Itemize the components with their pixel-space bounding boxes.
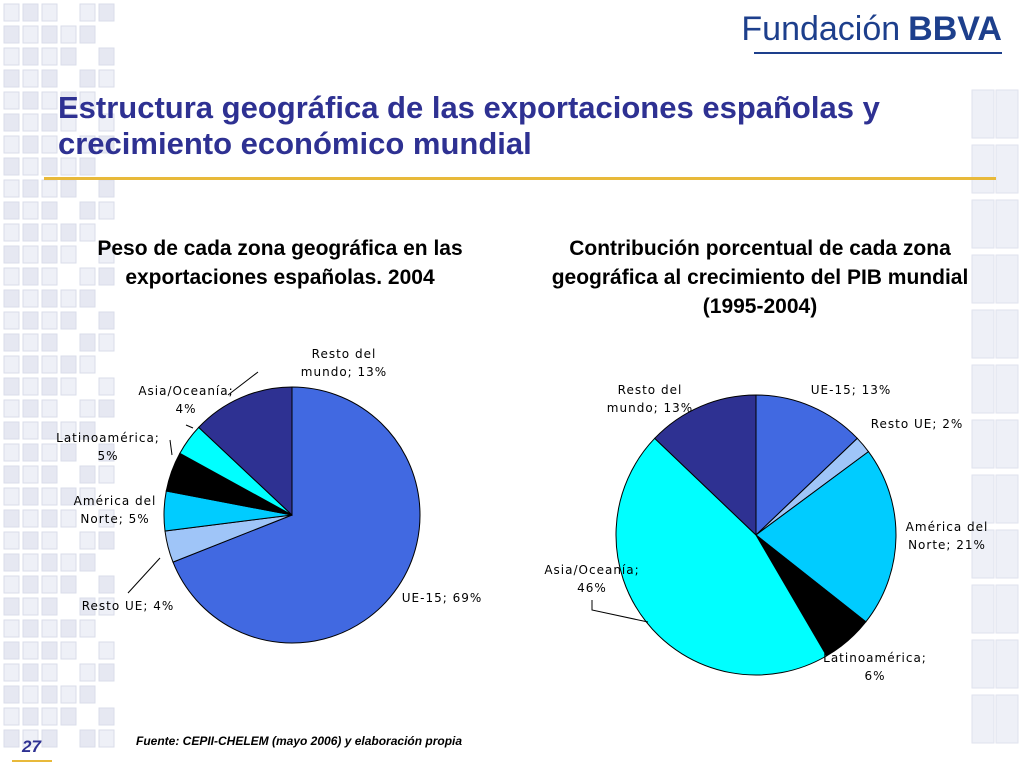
pie-chart-2: UE-15; 13% Resto UE; 2% América del Norte; … (544, 383, 989, 683)
pie-chart-1: UE-15; 69% Resto UE; 4% América del Norte; … (56, 347, 483, 644)
pie-slice (755, 394, 858, 537)
chart2-title: Contribución porcentual de cada zona geo… (551, 237, 969, 318)
slice-label: Asia/Oceanía; 4% (138, 384, 233, 416)
slice-label: Asia/Oceanía; 46% (544, 563, 639, 595)
brand-logo: Fundación BBVA (741, 10, 1002, 49)
slice-label: Resto del mundo; 13% (301, 347, 387, 379)
page-number-underline (12, 760, 52, 762)
logo-underline (754, 52, 1002, 54)
slice-label: Resto UE; 2% (871, 417, 964, 431)
brand-mark: BBVA (908, 10, 1002, 48)
pie-slice (197, 386, 293, 517)
leader-line (185, 424, 194, 429)
leader-line (127, 557, 161, 594)
pie-slice (755, 450, 897, 623)
source-note: Fuente: CEPII-CHELEM (mayo 2006) y elabo… (136, 734, 463, 748)
slice-label: Resto UE; 4% (82, 599, 175, 613)
slice-label: América del Norte; 5% (74, 494, 157, 526)
page-number: 27 (22, 737, 41, 756)
slice-label: Latinoamérica; 6% (823, 651, 927, 683)
leader-line (591, 600, 649, 623)
pattern-squares (3, 3, 1019, 748)
pie-slice (654, 394, 757, 537)
slide-title: Estructura geográfica de las exportacion… (58, 90, 880, 161)
slice-label: Latinoamérica; 5% (56, 431, 160, 463)
title-divider (44, 177, 996, 180)
slice-label: Resto del mundo; 13% (607, 383, 693, 415)
slice-label: América del Norte; 21% (906, 520, 989, 552)
slice-label: UE-15; 69% (402, 591, 483, 605)
chart1-title: Peso de cada zona geográfica en las expo… (97, 237, 463, 289)
leader-line (169, 439, 173, 456)
brand-name: Fundación (741, 10, 901, 48)
pie-slice (172, 386, 421, 644)
slice-label: UE-15; 13% (811, 383, 892, 397)
leader-line (227, 371, 259, 396)
